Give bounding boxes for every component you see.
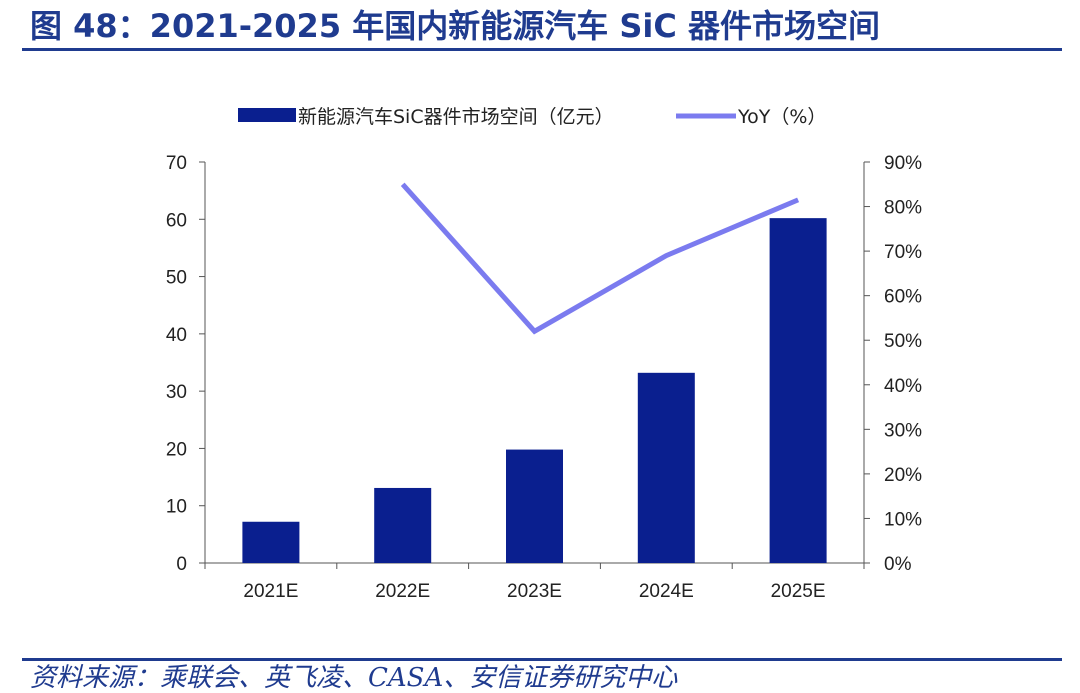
yoy-line (400, 182, 800, 335)
x-axis-tick-label: 2022E (375, 581, 430, 602)
right-axis-tick-label: 80% (884, 198, 922, 219)
x-axis-tick-label: 2025E (771, 581, 826, 602)
left-axis-tick-label: 70 (166, 153, 187, 174)
left-axis-tick-label: 0 (176, 554, 187, 575)
bar-series (242, 218, 827, 563)
left-axis-tick-label: 30 (166, 382, 187, 403)
source-rule (22, 658, 1062, 661)
bar (769, 218, 827, 563)
right-axis-tick-label: 50% (884, 331, 922, 352)
legend-label-bar: 新能源汽车SiC器件市场空间（亿元） (298, 106, 614, 128)
bar (374, 487, 432, 563)
right-axis-tick-label: 70% (884, 242, 922, 263)
right-axis-tick-label: 0% (884, 554, 912, 575)
line-series (400, 182, 800, 335)
right-axis-tick-label: 40% (884, 376, 922, 397)
left-axis-tick-label: 20 (166, 439, 187, 460)
right-axis-tick-label: 10% (884, 509, 922, 530)
left-axis-tick-label: 10 (166, 497, 187, 518)
right-axis-tick-label: 60% (884, 287, 922, 308)
bar (637, 372, 695, 563)
x-axis-tick-label: 2023E (507, 581, 562, 602)
figure-title: 图 48：2021-2025 年国内新能源汽车 SiC 器件市场空间 (30, 7, 881, 45)
left-axis-tick-label: 60 (166, 210, 187, 231)
bar (506, 449, 563, 563)
legend-label-line: YoY（%） (737, 106, 826, 128)
x-axis-tick-label: 2021E (243, 581, 298, 602)
left-axis-tick-label: 40 (166, 325, 187, 346)
legend-swatch-bar (238, 108, 296, 122)
bar (242, 521, 300, 563)
x-axis-tick-label: 2024E (639, 581, 694, 602)
right-axis-tick-label: 30% (884, 420, 922, 441)
source-note: 资料来源：乘联会、英飞凌、CASA、安信证券研究中心 (30, 663, 678, 693)
axes: 0 10 20 30 40 50 60 70 0% 10% 20% 30% 40% 50% 60% 70% 80… (166, 153, 922, 602)
legend: 新能源汽车SiC器件市场空间（亿元） YoY（%） (238, 106, 826, 128)
title-rule (22, 48, 1062, 51)
right-axis-tick-label: 20% (884, 465, 922, 486)
left-axis-tick-label: 50 (166, 268, 187, 289)
right-axis-tick-label: 90% (884, 153, 922, 174)
